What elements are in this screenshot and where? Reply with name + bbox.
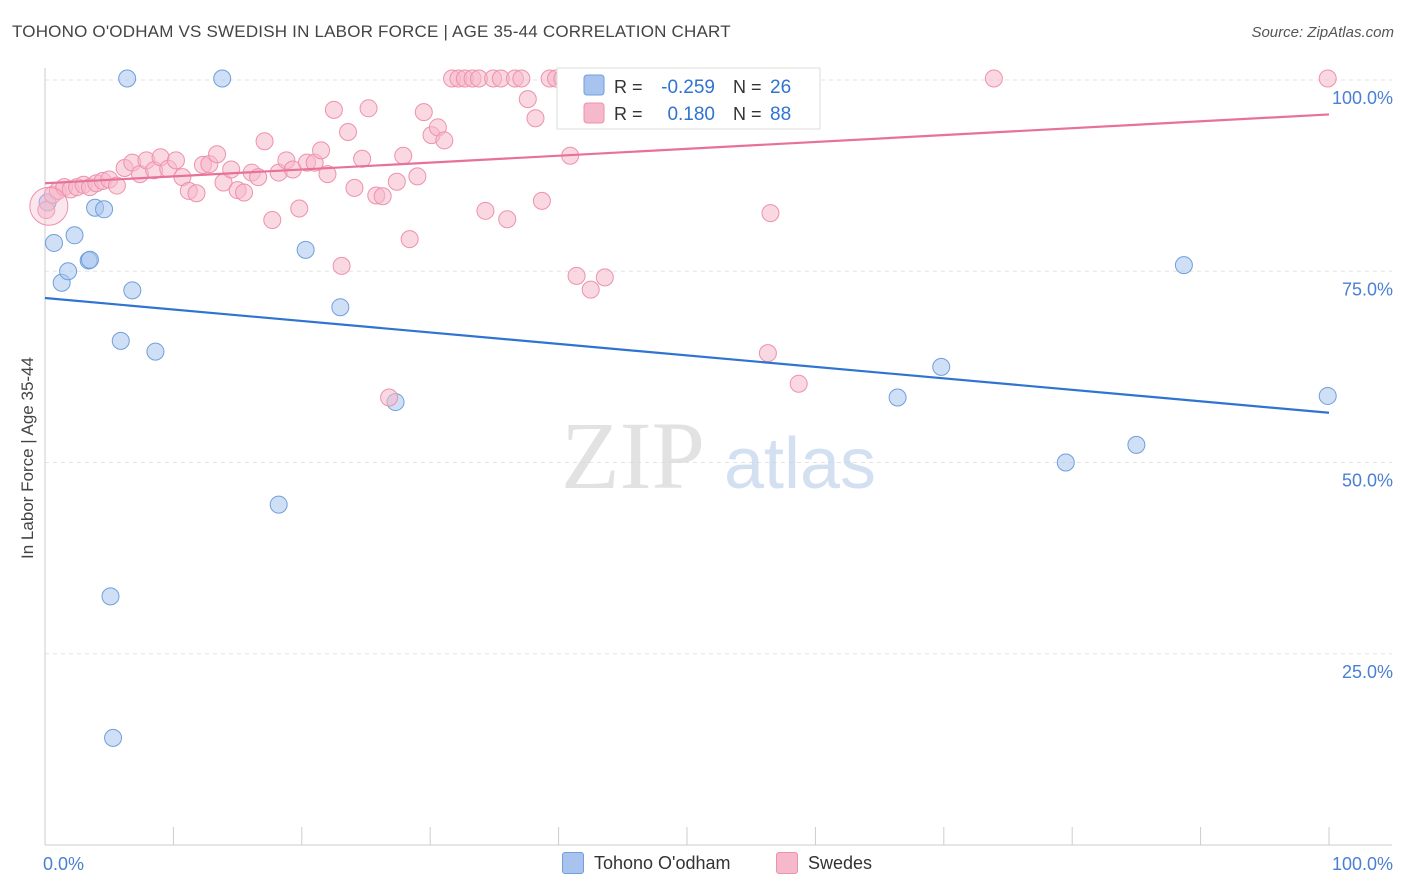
point-swedes-87	[1318, 69, 1337, 88]
point-tohono-20	[888, 388, 907, 407]
point-tohono-18	[331, 298, 350, 317]
stats-n-label-1: N =	[733, 77, 762, 97]
source-credit: Source: ZipAtlas.com	[1251, 24, 1394, 41]
point-swedes-52	[394, 146, 413, 165]
point-swedes-40	[312, 141, 331, 160]
point-tohono-16	[269, 495, 288, 514]
point-swedes-67	[498, 210, 517, 229]
legend-item-tohono[interactable]: Tohono O'odham	[562, 852, 731, 874]
stats-r-label-2: R =	[614, 104, 643, 124]
point-swedes-11	[107, 176, 126, 195]
point-swedes-53	[400, 230, 419, 249]
point-swedes-81	[595, 268, 614, 287]
point-tohono-21	[932, 357, 951, 376]
point-swedes-37	[290, 199, 309, 218]
point-swedes-47	[359, 99, 378, 118]
point-swedes-45	[345, 178, 364, 197]
point-swedes-49	[373, 187, 392, 206]
point-tohono-23	[1127, 435, 1146, 454]
point-tohono-6	[80, 250, 99, 269]
point-tohono-9	[101, 587, 120, 606]
gridlines	[45, 79, 1392, 655]
x-tick-label-min: 0.0%	[43, 854, 84, 874]
point-swedes-42	[324, 100, 343, 119]
point-swedes-55	[414, 103, 433, 122]
point-swedes-83	[758, 344, 777, 363]
point-swedes-0	[37, 201, 56, 220]
point-swedes-27	[222, 160, 241, 179]
point-swedes-41	[318, 165, 337, 184]
watermark-zip: ZIP	[561, 402, 705, 509]
point-tohono-22	[1056, 453, 1075, 472]
y-tick-label-2: 75.0%	[1342, 279, 1393, 299]
stats-box: R = -0.259 N = 26 R = 0.180 N = 88	[556, 67, 821, 130]
trend-lines	[44, 113, 1330, 414]
stats-n-value-2: 88	[770, 104, 791, 125]
legend-swatch-swedes	[776, 852, 798, 874]
stats-swatch-swedes	[583, 102, 605, 124]
chart-title: TOHONO O'ODHAM VS SWEDISH IN LABOR FORCE…	[12, 22, 731, 41]
y-tick-label-1: 50.0%	[1342, 471, 1393, 491]
stats-r-label-1: R =	[614, 77, 643, 97]
point-tohono-25	[1318, 386, 1337, 405]
stats-n-label-2: N =	[733, 104, 762, 124]
stats-n-value-1: 26	[770, 77, 791, 98]
point-tohono-10	[104, 728, 123, 747]
point-swedes-86	[984, 69, 1003, 88]
point-swedes-32	[255, 132, 274, 151]
data-points	[29, 69, 1337, 747]
y-axis-label: In Labor Force | Age 35-44	[18, 357, 37, 559]
stats-r-value-2: 0.180	[667, 104, 715, 125]
watermark-atlas: atlas	[724, 424, 876, 504]
point-tohono-8	[95, 200, 114, 219]
point-tohono-4	[65, 226, 84, 245]
point-swedes-cluster	[29, 186, 69, 226]
point-swedes-51	[387, 172, 406, 191]
point-swedes-77	[567, 266, 586, 285]
point-swedes-44	[339, 123, 358, 142]
axes	[44, 68, 1392, 846]
y-tick-label-3: 100.0%	[1332, 88, 1393, 108]
point-swedes-29	[235, 183, 254, 202]
point-swedes-71	[526, 109, 545, 128]
point-swedes-33	[263, 210, 282, 229]
point-tohono-17	[296, 240, 315, 259]
trend-line-tohono	[44, 296, 1330, 414]
point-swedes-22	[187, 184, 206, 203]
point-tohono-11	[111, 331, 130, 350]
trend-line-swedes	[44, 113, 1330, 185]
point-tohono-3	[59, 262, 78, 281]
point-swedes-84	[761, 204, 780, 223]
stats-r-value-1: -0.259	[661, 77, 715, 98]
point-swedes-64	[476, 201, 495, 220]
point-swedes-70	[518, 90, 537, 109]
point-swedes-58	[435, 131, 454, 150]
y-tick-label-0: 25.0%	[1342, 662, 1393, 682]
point-tohono-1	[44, 233, 63, 252]
point-swedes-46	[353, 149, 372, 168]
point-tohono-13	[123, 281, 142, 300]
legend-label-tohono: Tohono O'odham	[594, 852, 731, 873]
point-swedes-72	[532, 191, 551, 210]
stats-swatch-tohono	[583, 74, 605, 96]
point-tohono-12	[118, 69, 137, 88]
legend-label-swedes: Swedes	[808, 852, 873, 873]
legend-item-swedes[interactable]: Swedes	[776, 852, 872, 874]
point-tohono-14	[146, 342, 165, 361]
point-swedes-79	[581, 280, 600, 299]
point-swedes-19	[166, 151, 185, 170]
point-swedes-50	[380, 388, 399, 407]
point-swedes-43	[332, 256, 351, 275]
x-tick-label-max: 100.0%	[1332, 854, 1393, 874]
point-swedes-69	[512, 69, 531, 88]
point-tohono-24	[1174, 256, 1193, 275]
point-swedes-25	[208, 145, 227, 164]
point-swedes-54	[408, 167, 427, 186]
point-swedes-85	[789, 374, 808, 393]
legend-swatch-tohono	[562, 852, 584, 874]
point-tohono-15	[213, 69, 232, 88]
tick-labels: 25.0% 50.0% 75.0% 100.0% 0.0% 100.0%	[43, 88, 1393, 874]
